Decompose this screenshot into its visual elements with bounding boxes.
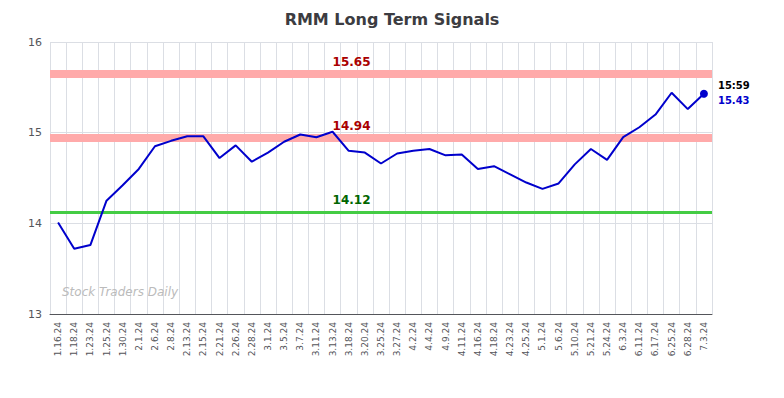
- svg-text:2.21.24: 2.21.24: [215, 322, 225, 357]
- svg-text:15.43: 15.43: [718, 95, 750, 106]
- svg-text:1.23.24: 1.23.24: [85, 322, 95, 357]
- svg-text:15:59: 15:59: [718, 80, 750, 91]
- svg-text:3.25.24: 3.25.24: [376, 322, 386, 357]
- svg-text:5.21.24: 5.21.24: [586, 322, 596, 357]
- svg-text:3.11.24: 3.11.24: [311, 322, 321, 357]
- svg-text:5.24.24: 5.24.24: [602, 322, 612, 357]
- svg-text:14.12: 14.12: [333, 193, 371, 207]
- svg-text:15: 15: [28, 126, 42, 139]
- svg-text:14: 14: [28, 217, 42, 230]
- svg-text:6.17.24: 6.17.24: [650, 322, 660, 357]
- svg-text:1.25.24: 1.25.24: [102, 322, 112, 357]
- svg-text:4.2.24: 4.2.24: [408, 322, 418, 351]
- svg-text:RMM Long Term Signals: RMM Long Term Signals: [285, 10, 500, 29]
- svg-text:4.4.24: 4.4.24: [424, 322, 434, 351]
- svg-text:15.65: 15.65: [333, 55, 371, 69]
- svg-text:2.13.24: 2.13.24: [182, 322, 192, 357]
- svg-text:6.28.24: 6.28.24: [683, 322, 693, 357]
- svg-text:14.94: 14.94: [333, 119, 371, 133]
- svg-text:5.6.24: 5.6.24: [554, 322, 564, 351]
- svg-text:4.11.24: 4.11.24: [457, 322, 467, 357]
- svg-text:2.8.24: 2.8.24: [166, 322, 176, 351]
- svg-text:6.3.24: 6.3.24: [618, 322, 628, 351]
- svg-text:6.25.24: 6.25.24: [667, 322, 677, 357]
- svg-text:1.16.24: 1.16.24: [53, 322, 63, 357]
- svg-text:2.26.24: 2.26.24: [231, 322, 241, 357]
- svg-text:4.9.24: 4.9.24: [441, 322, 451, 351]
- svg-text:13: 13: [28, 308, 42, 321]
- svg-text:3.7.24: 3.7.24: [295, 322, 305, 351]
- svg-text:3.27.24: 3.27.24: [392, 322, 402, 357]
- svg-text:2.28.24: 2.28.24: [247, 322, 257, 357]
- svg-text:1.18.24: 1.18.24: [69, 322, 79, 357]
- svg-text:2.6.24: 2.6.24: [150, 322, 160, 351]
- svg-text:5.10.24: 5.10.24: [570, 322, 580, 357]
- svg-text:3.1.24: 3.1.24: [263, 322, 273, 351]
- svg-text:4.25.24: 4.25.24: [521, 322, 531, 357]
- svg-text:Stock Traders Daily: Stock Traders Daily: [62, 285, 179, 299]
- svg-text:4.16.24: 4.16.24: [473, 322, 483, 357]
- svg-text:2.15.24: 2.15.24: [198, 322, 208, 357]
- svg-text:3.20.24: 3.20.24: [360, 322, 370, 357]
- svg-text:5.1.24: 5.1.24: [537, 322, 547, 351]
- svg-text:3.5.24: 3.5.24: [279, 322, 289, 351]
- svg-text:2.1.24: 2.1.24: [134, 322, 144, 351]
- svg-text:1.30.24: 1.30.24: [118, 322, 128, 357]
- svg-text:16: 16: [28, 36, 42, 49]
- svg-text:6.11.24: 6.11.24: [634, 322, 644, 357]
- svg-text:4.23.24: 4.23.24: [505, 322, 515, 357]
- svg-text:4.18.24: 4.18.24: [489, 322, 499, 357]
- svg-text:7.3.24: 7.3.24: [699, 322, 709, 351]
- svg-text:3.13.24: 3.13.24: [328, 322, 338, 357]
- svg-text:3.18.24: 3.18.24: [344, 322, 354, 357]
